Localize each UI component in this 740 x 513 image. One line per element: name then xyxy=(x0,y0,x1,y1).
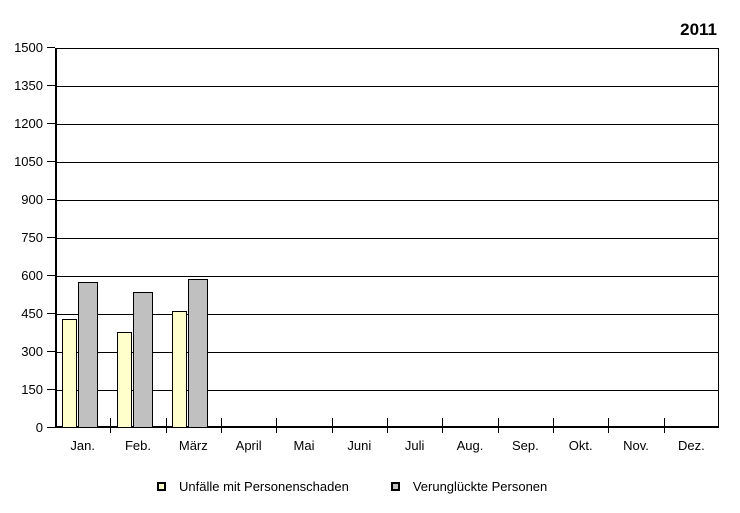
x-axis-label: März xyxy=(178,438,208,453)
x-axis-label: Juli xyxy=(404,438,425,453)
legend-label-unfaelle: Unfälle mit Personenschaden xyxy=(179,479,349,494)
gridline xyxy=(57,238,718,239)
y-axis-label: 600 xyxy=(21,268,43,283)
bar-unfaelle-feb xyxy=(117,331,132,428)
x-axis-tick xyxy=(498,418,499,433)
x-axis-tick xyxy=(664,418,665,433)
x-axis-label: Dez. xyxy=(677,438,705,453)
y-axis-label: 1200 xyxy=(14,116,43,131)
bar-unfaelle-jan xyxy=(61,319,77,428)
y-axis-tick xyxy=(47,85,55,86)
gridline xyxy=(57,314,718,315)
x-axis-label: Aug. xyxy=(456,438,484,453)
chart-legend: Unfälle mit Personenschaden Verunglückte… xyxy=(157,479,547,494)
gridline xyxy=(57,124,718,125)
x-axis-tick xyxy=(387,418,388,433)
x-axis-tick xyxy=(332,418,333,433)
y-axis-tick xyxy=(47,275,55,276)
x-axis-tick xyxy=(221,418,222,433)
y-axis-tick xyxy=(47,237,55,238)
x-axis-tick xyxy=(276,418,277,433)
bar-verungluckte-jan xyxy=(77,281,98,428)
gridline xyxy=(57,352,718,353)
y-axis-label: 0 xyxy=(35,420,43,435)
x-axis-label: Juni xyxy=(347,438,372,453)
bar-verungluckte-märz xyxy=(188,278,209,428)
x-axis-tick xyxy=(166,418,167,433)
x-axis-tick xyxy=(608,418,609,433)
x-axis-label: Okt. xyxy=(568,438,593,453)
x-axis-tick xyxy=(553,418,554,433)
y-axis-tick xyxy=(47,123,55,124)
gridline xyxy=(57,276,718,277)
gridline xyxy=(57,200,718,201)
plot-area xyxy=(55,48,719,428)
y-axis-tick xyxy=(47,427,55,428)
legend-item-unfaelle: Unfälle mit Personenschaden xyxy=(157,479,349,494)
y-axis-label: 300 xyxy=(21,344,43,359)
gridline xyxy=(57,390,718,391)
y-axis-tick xyxy=(47,47,55,48)
y-axis-label: 450 xyxy=(21,306,43,321)
y-axis-label: 750 xyxy=(21,230,43,245)
x-axis-label: Feb. xyxy=(124,438,151,453)
legend-item-verungluckte: Verunglückte Personen xyxy=(390,479,548,494)
x-axis-label: Nov. xyxy=(623,438,649,453)
x-axis-tick xyxy=(442,418,443,433)
x-axis-tick xyxy=(110,418,111,433)
y-axis-tick xyxy=(47,389,55,390)
x-axis-label: Jan. xyxy=(70,438,95,453)
bar-verungluckte-feb xyxy=(133,292,153,428)
y-axis-label: 1500 xyxy=(14,40,43,55)
gridline xyxy=(57,86,718,87)
y-axis-label: 900 xyxy=(21,192,43,207)
y-axis-label: 1350 xyxy=(14,78,43,93)
legend-label-verungluckte: Verunglückte Personen xyxy=(412,479,548,494)
y-axis-tick xyxy=(47,199,55,200)
x-axis-label: April xyxy=(235,438,262,453)
legend-swatch-unfaelle xyxy=(157,482,166,491)
x-axis-label: Sep. xyxy=(511,438,539,453)
chart-year-title: 2011 xyxy=(680,20,717,39)
x-axis-label: Mai xyxy=(293,438,315,453)
legend-swatch-verungluckte xyxy=(390,482,400,491)
y-axis-label: 150 xyxy=(21,382,43,397)
y-axis-label: 1050 xyxy=(14,154,43,169)
y-axis-tick xyxy=(47,161,55,162)
bar-unfaelle-märz xyxy=(172,311,188,428)
gridline xyxy=(57,162,718,163)
y-axis-tick xyxy=(47,313,55,314)
y-axis-tick xyxy=(47,351,55,352)
